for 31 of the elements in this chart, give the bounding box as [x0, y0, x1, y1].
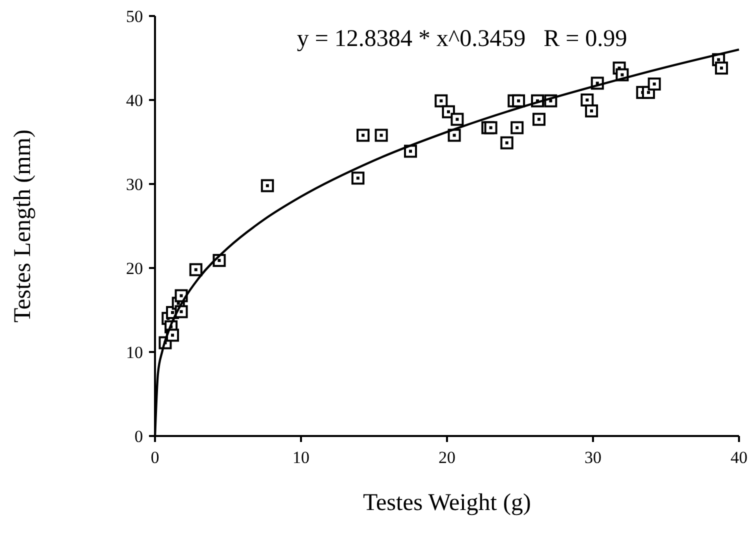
x-tick-label: 40 — [730, 448, 748, 467]
point — [580, 94, 594, 106]
point — [356, 128, 370, 142]
x-tick-label: 20 — [438, 448, 456, 467]
point — [512, 94, 526, 108]
point — [351, 172, 364, 185]
point — [434, 94, 448, 108]
y-tick-label: 10 — [126, 343, 143, 362]
point — [648, 78, 661, 91]
y-axis-title: Testes Length (mm) — [10, 130, 36, 322]
x-tick-label: 30 — [584, 448, 602, 467]
point — [714, 62, 728, 75]
y-tick-label: 30 — [126, 175, 143, 194]
point — [189, 263, 202, 276]
x-tick-label: 0 — [150, 448, 160, 467]
x-tick-label: 10 — [292, 448, 310, 467]
annotation: y = 12.8384 * x^0.3459 R = 0.99 — [296, 26, 628, 52]
point — [585, 104, 598, 118]
point — [450, 112, 464, 126]
y-tick-label: 40 — [126, 91, 143, 110]
y-tick-label: 0 — [134, 427, 143, 446]
x-axis-title: Testes Weight (g) — [363, 490, 531, 516]
point — [374, 128, 388, 142]
y-tick-label: 20 — [126, 259, 143, 278]
point — [484, 121, 498, 134]
y-tick-label: 50 — [126, 7, 143, 26]
point — [448, 128, 461, 142]
point — [260, 179, 274, 192]
point — [510, 121, 524, 134]
point — [532, 112, 546, 126]
point — [500, 136, 514, 150]
